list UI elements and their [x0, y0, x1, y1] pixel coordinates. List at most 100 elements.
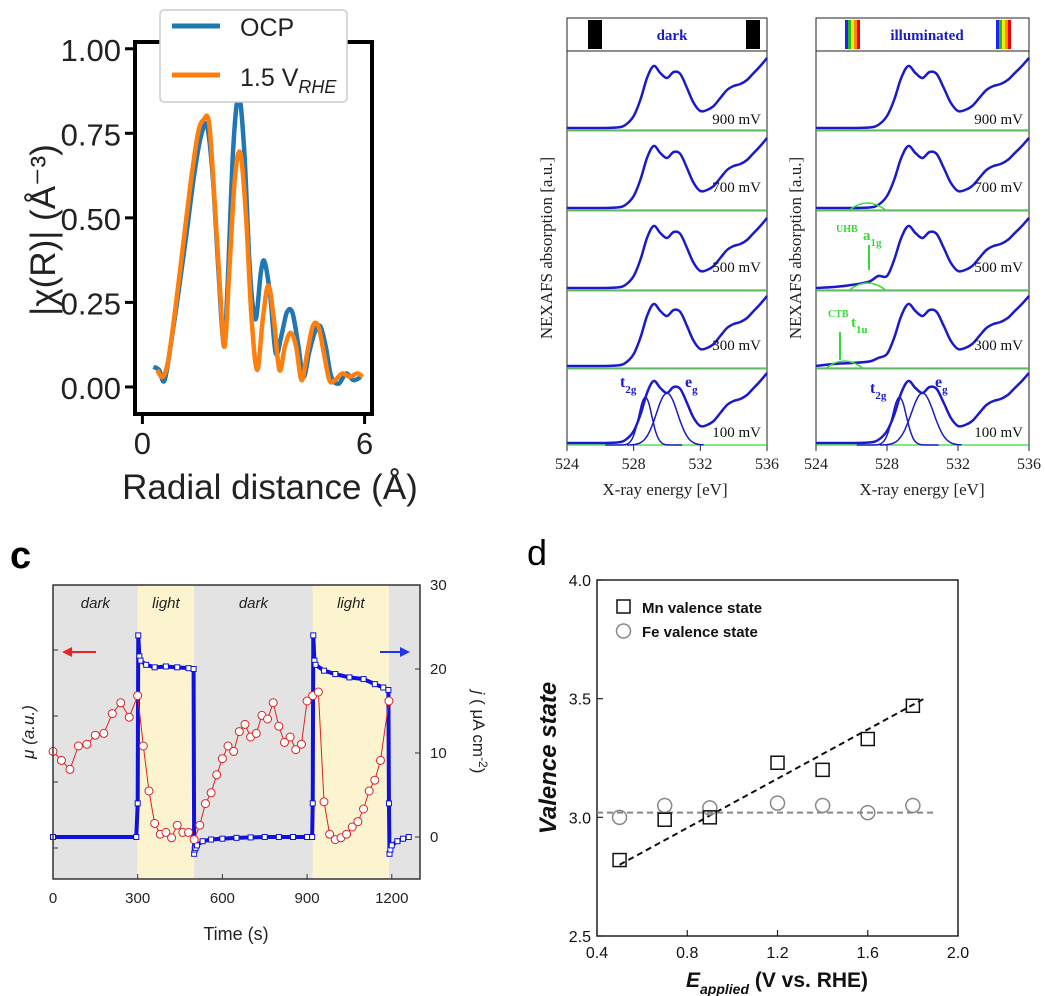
spectrum-900mV	[815, 57, 1030, 130]
potential-label: 500 mV	[712, 260, 761, 276]
legend-mn-marker	[616, 599, 631, 614]
panel-c-y-axis-label: μ (a.u.)	[19, 705, 38, 760]
j-marker	[380, 684, 387, 691]
mu-marker	[302, 696, 312, 706]
panel-b-dark-peak-labels: t2g eg	[620, 374, 698, 396]
mu-marker	[99, 728, 109, 738]
panel-b-illuminated-y-axis-label: NEXAFS absorption [a.u.]	[786, 157, 805, 339]
fe-point	[656, 797, 673, 814]
panel-b-illuminated-spectra: 900 mV 700 mV 500 mV 300 mV 100 mV	[815, 57, 1030, 446]
peak-eg	[879, 392, 962, 446]
fe-point	[814, 797, 831, 814]
mu-marker	[325, 829, 335, 839]
j-marker	[304, 834, 311, 840]
mu-marker	[285, 732, 295, 742]
mu-marker	[347, 822, 357, 832]
j-marker	[310, 632, 317, 639]
y-tick-label: 0.25	[61, 286, 121, 321]
mu-marker	[291, 745, 301, 755]
mu-marker	[370, 775, 380, 785]
mn-point	[657, 812, 672, 827]
region-label: dark	[239, 595, 270, 612]
mu-marker	[217, 754, 227, 764]
j-marker	[143, 661, 150, 668]
spectrum-100mV	[567, 372, 768, 445]
panel-d-legend: Mn valence state Fe valence state	[615, 599, 762, 641]
mu-marker	[319, 797, 329, 807]
j-marker	[332, 671, 339, 678]
panel-b-illuminated-x-axis-label: X-ray energy [eV]	[859, 480, 984, 499]
y-tick-label: 4.0	[569, 573, 591, 590]
x-tick-label: 1.6	[857, 945, 879, 962]
spectrum-500mV	[567, 217, 768, 290]
j-marker	[371, 681, 378, 688]
x-tick-label: 532	[688, 456, 712, 473]
spectrum-500mV	[815, 217, 1030, 290]
y-tick-label: 3.5	[569, 692, 591, 709]
x-tick-label: 524	[555, 456, 579, 473]
region-label: light	[337, 595, 365, 612]
panel-d-y-axis-label: Valence state	[535, 682, 562, 835]
y2-tick-label: 0	[430, 829, 438, 846]
panel-b-rainbow-right	[996, 20, 1011, 49]
peak-eg	[626, 392, 704, 446]
x-tick-label: 2.0	[947, 945, 969, 962]
label-t2g-illuminated: t2g	[870, 380, 887, 402]
mu-marker	[313, 687, 323, 697]
panel-a-chart: 0.00 0.25 0.50 0.75 1.00 0 6 Radial distance (…	[24, 9, 418, 507]
j-marker	[233, 834, 240, 841]
panel-a-y-axis-label: |χ(R)| (Å⁻³)	[24, 144, 63, 316]
x-tick-label: 0.4	[586, 945, 608, 962]
j-marker	[208, 836, 215, 843]
fe-point	[611, 809, 628, 826]
x-tick-label: 0.8	[676, 945, 698, 962]
j-marker	[321, 667, 328, 674]
mu-marker	[167, 833, 177, 843]
x-tick-label: 600	[210, 890, 235, 907]
panel-a-x-axis-label: Radial distance (Å)	[122, 468, 418, 507]
panel-b-dark-spectra: 900 mV 700 mV 500 mV 300 mV 100 mV	[566, 57, 768, 446]
panel-a-legend-box	[159, 9, 348, 103]
j-marker	[394, 838, 401, 845]
j-marker	[137, 657, 144, 664]
x-tick-label: 532	[946, 456, 970, 473]
panel-c-letter: c	[10, 535, 31, 577]
panel-b-illuminated-frame	[815, 50, 1030, 446]
x-tick-label: 300	[125, 890, 150, 907]
mu-marker	[296, 739, 306, 749]
mu-marker	[279, 737, 289, 747]
mu-marker	[150, 818, 160, 828]
mu-marker	[375, 755, 385, 765]
j-marker	[261, 834, 268, 840]
j-marker	[346, 674, 353, 681]
potential-label: 100 mV	[974, 425, 1023, 441]
mu-marker	[189, 835, 199, 845]
label-ctb: CTB	[828, 309, 849, 320]
y-tick-label: 0.00	[61, 371, 121, 406]
mu-marker	[172, 820, 182, 830]
x-tick-label: 528	[875, 456, 899, 473]
x-tick-label: 0	[134, 426, 151, 461]
j-marker	[360, 676, 367, 683]
panel-c-chart: c dark light dark light 0 300 600 900 1200 0 10 20…	[10, 535, 490, 944]
mn-point	[612, 852, 627, 868]
mu-marker	[116, 698, 126, 708]
region-tail	[388, 585, 420, 879]
peak-t2g	[605, 396, 682, 446]
potential-label: 300 mV	[712, 338, 761, 354]
potential-label: 300 mV	[974, 338, 1023, 354]
x-tick-label: 1200	[375, 890, 408, 907]
panel-c-y2-axis-label: j ( μA cm-2)	[469, 689, 490, 774]
label-t2g-dark: t2g	[620, 374, 637, 396]
spectrum-700mV	[566, 137, 768, 210]
y-tick-label: 1.00	[61, 33, 121, 68]
potential-label: 500 mV	[974, 260, 1023, 276]
mu-marker	[195, 820, 205, 830]
mu-marker	[184, 827, 194, 837]
mu-marker	[161, 827, 171, 837]
mu-marker	[359, 804, 369, 814]
spectrum-300mV	[815, 295, 1030, 368]
mu-marker	[268, 698, 278, 708]
y2-tick-label: 20	[430, 661, 447, 678]
